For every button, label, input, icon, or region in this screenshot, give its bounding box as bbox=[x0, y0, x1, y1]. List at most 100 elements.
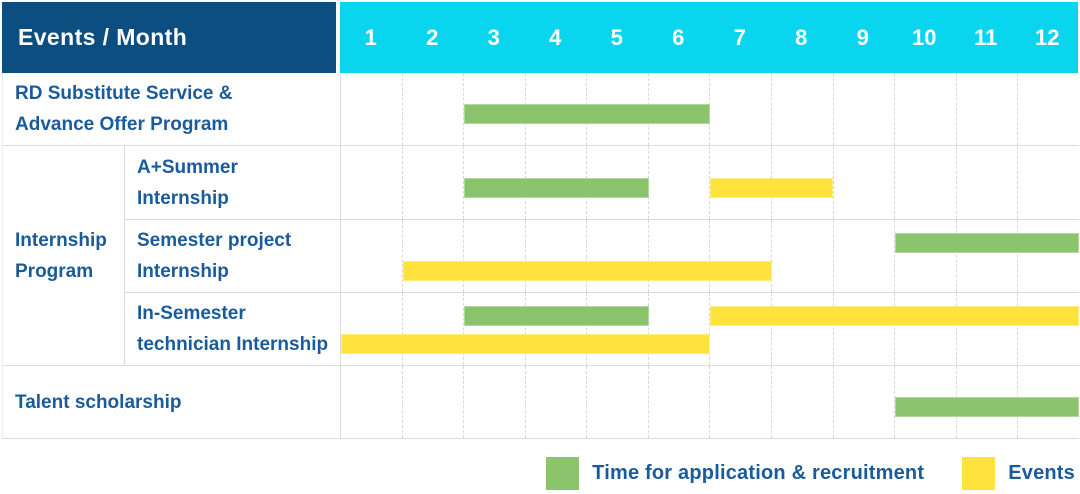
month-column bbox=[341, 73, 403, 145]
timeline-cell bbox=[341, 366, 1079, 439]
application-bar bbox=[464, 177, 649, 198]
month-column bbox=[710, 220, 773, 292]
application-bar bbox=[894, 232, 1079, 253]
label-line: Internship bbox=[15, 229, 107, 251]
events-bar bbox=[710, 177, 833, 198]
month-column bbox=[403, 73, 465, 145]
month-column bbox=[834, 73, 896, 145]
month-column bbox=[403, 220, 465, 292]
application-bar bbox=[894, 397, 1079, 418]
legend-item-events: Events bbox=[962, 456, 1075, 490]
month-header-cell: 2 bbox=[426, 24, 439, 50]
legend-label: Events bbox=[1008, 461, 1075, 484]
event-sublabel: In-Semester technician Internship bbox=[125, 293, 341, 366]
month-header-row: 1 2 3 4 5 6 7 8 9 10 11 12 bbox=[340, 2, 1078, 73]
label-line: Internship bbox=[137, 261, 229, 282]
month-column bbox=[526, 293, 588, 365]
month-column bbox=[403, 293, 465, 365]
month-column bbox=[834, 366, 896, 438]
legend-swatch-green bbox=[546, 456, 580, 490]
month-column bbox=[1018, 293, 1079, 365]
month-column bbox=[957, 220, 1019, 292]
month-column bbox=[526, 366, 588, 438]
month-column bbox=[403, 146, 465, 219]
month-column bbox=[772, 366, 834, 438]
month-column bbox=[341, 366, 403, 438]
month-column bbox=[710, 293, 773, 365]
month-header-cell: 7 bbox=[733, 24, 746, 50]
application-bar bbox=[464, 305, 649, 326]
month-column bbox=[341, 146, 403, 219]
month-column bbox=[834, 220, 896, 292]
month-header-cell: 11 bbox=[974, 24, 998, 50]
event-sublabel: A+Summer Internship bbox=[125, 146, 341, 220]
month-column bbox=[526, 220, 588, 292]
month-header-cell: 12 bbox=[1035, 24, 1060, 50]
label-line: Talent scholarship bbox=[15, 391, 182, 413]
month-column bbox=[464, 220, 526, 292]
month-column bbox=[1018, 220, 1079, 292]
month-column bbox=[587, 293, 649, 365]
month-column bbox=[464, 293, 526, 365]
month-column bbox=[403, 366, 465, 438]
month-column bbox=[957, 73, 1019, 145]
label-line: In-Semester bbox=[137, 303, 246, 324]
month-header-cell: 1 bbox=[364, 24, 377, 50]
month-header-cell: 3 bbox=[487, 24, 500, 50]
event-label: Talent scholarship bbox=[3, 366, 341, 439]
legend-label: Time for application & recruitment bbox=[592, 461, 925, 484]
month-header-cell: 9 bbox=[856, 24, 869, 50]
month-header-cell: 8 bbox=[795, 24, 808, 50]
month-column bbox=[649, 293, 711, 365]
label-line: Semester project bbox=[137, 230, 292, 251]
label-line: Internship bbox=[137, 187, 229, 209]
month-gridlines bbox=[341, 220, 1079, 292]
legend-swatch-yellow bbox=[962, 456, 996, 490]
timeline-cell bbox=[341, 220, 1079, 293]
month-column bbox=[710, 366, 773, 438]
month-column bbox=[587, 220, 649, 292]
events-bar bbox=[402, 261, 772, 282]
events-bar bbox=[341, 334, 710, 355]
month-column bbox=[834, 293, 896, 365]
month-column bbox=[834, 146, 896, 219]
legend-item-application: Time for application & recruitment bbox=[546, 456, 925, 490]
month-header-cell: 5 bbox=[610, 24, 623, 50]
month-column bbox=[464, 366, 526, 438]
application-bar bbox=[464, 104, 710, 125]
legend: Time for application & recruitment Events bbox=[546, 456, 1075, 490]
month-gridlines bbox=[341, 73, 1079, 145]
gantt-body: RD Substitute Service & Advance Offer Pro… bbox=[2, 73, 1079, 439]
month-column bbox=[895, 146, 957, 219]
table-header-row: Events / Month 1 2 3 4 5 6 7 8 9 10 11 12 bbox=[2, 2, 1078, 73]
events-month-header: Events / Month bbox=[2, 2, 336, 73]
month-column bbox=[772, 293, 834, 365]
month-column bbox=[772, 73, 834, 145]
month-column bbox=[649, 220, 711, 292]
month-header-cell: 4 bbox=[549, 24, 562, 50]
month-header-cell: 6 bbox=[672, 24, 685, 50]
schedule-table: Events / Month 1 2 3 4 5 6 7 8 9 10 11 12 RD Substi… bbox=[2, 2, 1079, 439]
month-column bbox=[341, 293, 403, 365]
label-line: RD Substitute Service & bbox=[15, 83, 233, 104]
month-column bbox=[1018, 73, 1079, 145]
month-header-cell: 10 bbox=[912, 24, 937, 50]
event-label: RD Substitute Service & Advance Offer Pro… bbox=[3, 73, 341, 146]
label-line: Advance Offer Program bbox=[15, 114, 229, 135]
label-line: A+Summer bbox=[137, 156, 238, 178]
month-column bbox=[587, 366, 649, 438]
month-column bbox=[649, 366, 711, 438]
timeline-cell bbox=[341, 293, 1079, 366]
month-gridlines bbox=[341, 293, 1079, 365]
month-column bbox=[895, 293, 957, 365]
month-column bbox=[341, 220, 403, 292]
month-column bbox=[957, 146, 1019, 219]
timeline-cell bbox=[341, 73, 1079, 146]
event-sublabel: Semester project Internship bbox=[125, 220, 341, 293]
month-column bbox=[895, 73, 957, 145]
label-line: technician Internship bbox=[137, 334, 329, 355]
month-column bbox=[772, 146, 834, 219]
timeline-cell bbox=[341, 146, 1079, 220]
month-column bbox=[957, 293, 1019, 365]
